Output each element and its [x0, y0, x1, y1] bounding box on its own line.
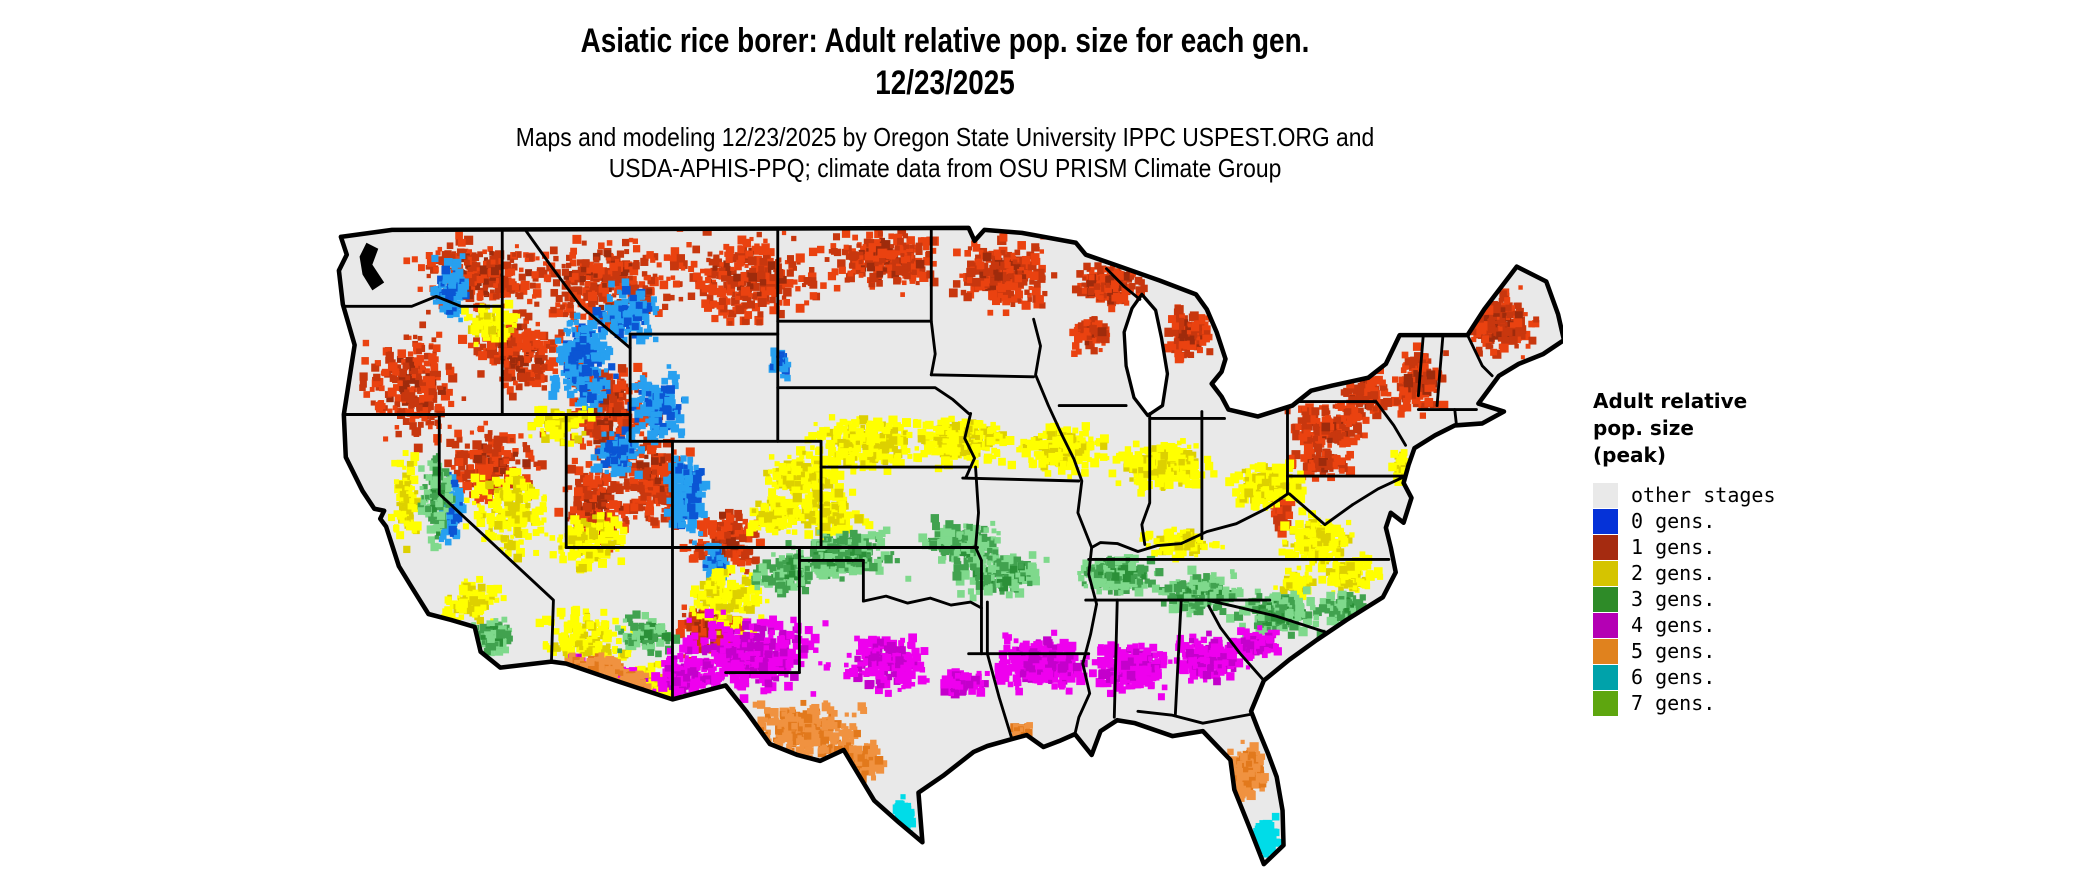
legend-items: other stages 0 gens. 1 gens. 2 gens. 3 g…	[1593, 482, 1853, 716]
figure-title-line1: Asiatic rice borer: Adult relative pop. …	[580, 22, 1310, 60]
figure-subtitle-line1: Maps and modeling 12/23/2025 by Oregon S…	[515, 122, 1375, 152]
legend: Adult relative pop. size (peak) other st…	[1593, 388, 1853, 716]
legend-item: 6 gens.	[1593, 664, 1853, 690]
legend-item: 5 gens.	[1593, 638, 1853, 664]
figure-title-date: 12/23/2025	[875, 64, 1015, 102]
legend-item: other stages	[1593, 482, 1853, 508]
legend-item: 1 gens.	[1593, 534, 1853, 560]
legend-color-swatch	[1593, 612, 1618, 638]
legend-item-label: 6 gens.	[1631, 665, 1716, 689]
legend-title-line1: Adult relative	[1593, 389, 1748, 413]
legend-item-label: 2 gens.	[1631, 561, 1716, 585]
legend-title: Adult relative pop. size (peak)	[1593, 388, 1853, 469]
legend-item: 0 gens.	[1593, 508, 1853, 534]
legend-item-label: 7 gens.	[1631, 691, 1716, 715]
legend-item-label: 1 gens.	[1631, 535, 1716, 559]
legend-item-label: 4 gens.	[1631, 613, 1716, 637]
legend-title-line3: (peak)	[1593, 443, 1666, 467]
legend-item: 7 gens.	[1593, 690, 1853, 716]
legend-item: 2 gens.	[1593, 560, 1853, 586]
us-generations-map	[333, 215, 1563, 880]
legend-color-swatch	[1593, 534, 1618, 560]
legend-color-swatch	[1593, 482, 1618, 508]
figure-subtitle-line2: USDA-APHIS-PPQ; climate data from OSU PR…	[608, 153, 1282, 183]
legend-color-swatch	[1593, 586, 1618, 612]
figure-title: Asiatic rice borer: Adult relative pop. …	[170, 20, 1720, 104]
legend-color-swatch	[1593, 664, 1618, 690]
legend-color-swatch	[1593, 690, 1618, 716]
legend-color-swatch	[1593, 560, 1618, 586]
legend-item: 4 gens.	[1593, 612, 1853, 638]
legend-title-line2: pop. size	[1593, 416, 1694, 440]
legend-item-label: 5 gens.	[1631, 639, 1716, 663]
legend-item-label: 0 gens.	[1631, 509, 1716, 533]
legend-color-swatch	[1593, 638, 1618, 664]
legend-item-label: 3 gens.	[1631, 587, 1716, 611]
legend-item-label: other stages	[1631, 483, 1776, 507]
figure-subtitle: Maps and modeling 12/23/2025 by Oregon S…	[113, 122, 1776, 184]
legend-color-swatch	[1593, 508, 1618, 534]
legend-item: 3 gens.	[1593, 586, 1853, 612]
